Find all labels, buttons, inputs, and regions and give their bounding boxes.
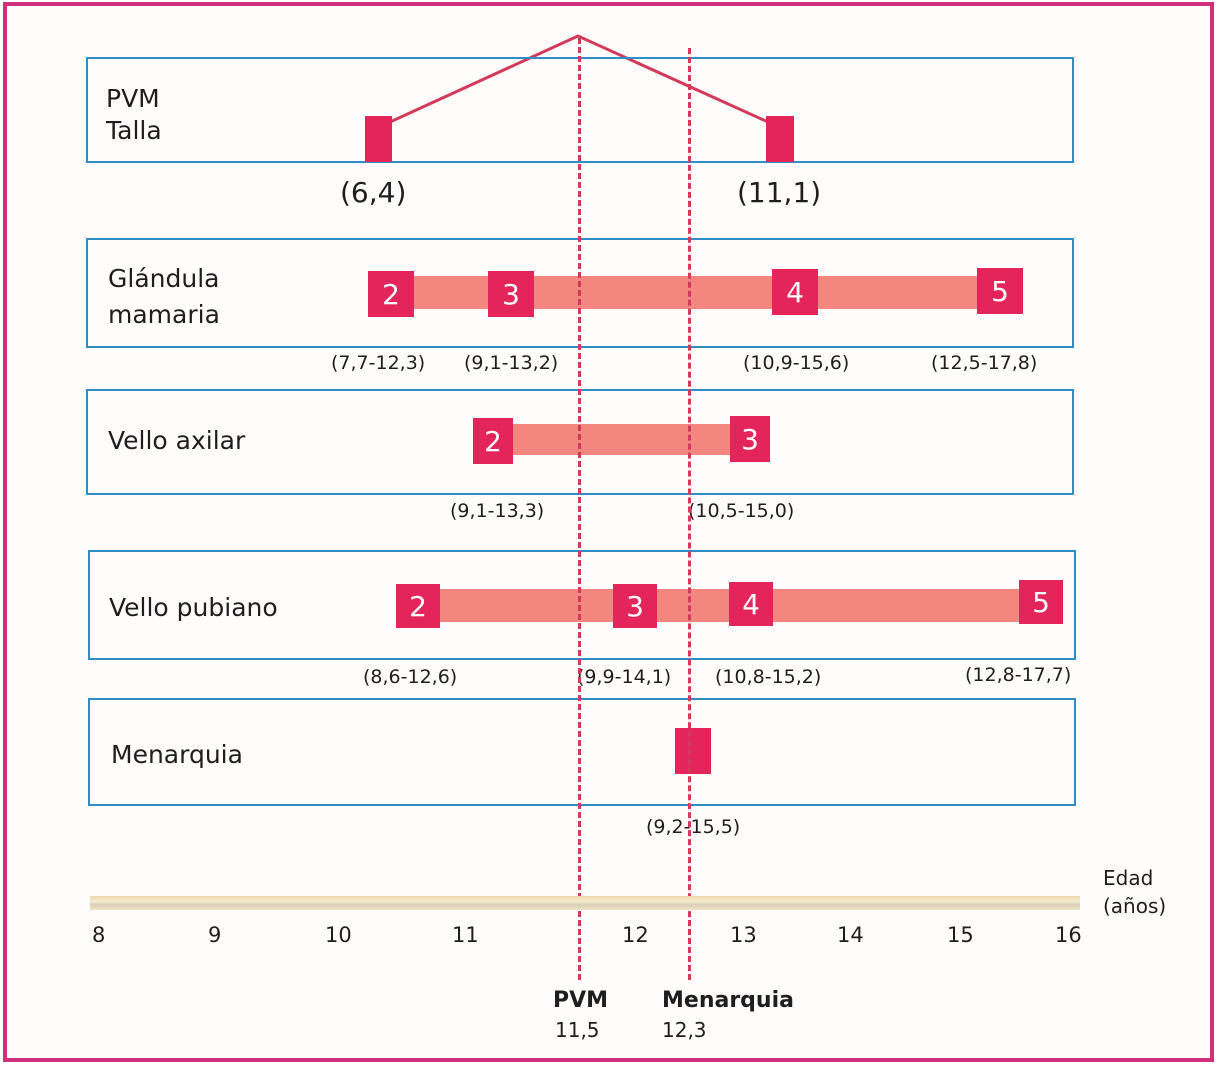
tick-9: 9 <box>208 923 222 947</box>
pubiano-range-5: (12,8-17,7) <box>965 664 1072 686</box>
tick-10: 10 <box>325 923 352 947</box>
label-vello-pubiano: Vello pubiano <box>109 593 278 622</box>
axilar-range-2: (9,1-13,3) <box>450 500 545 522</box>
label-talla: Talla <box>106 116 162 145</box>
mamaria-stage-2: 2 <box>368 271 414 317</box>
axis-title-edad: Edad <box>1103 866 1154 890</box>
pubiano-range-4: (10,8-15,2) <box>715 666 822 688</box>
mamaria-range-5: (12,5-17,8) <box>931 352 1038 374</box>
mamaria-range-3: (9,1-13,2) <box>464 352 559 374</box>
tick-12: 12 <box>622 923 649 947</box>
menarquia-marker-label: Menarquia <box>662 988 794 1013</box>
pvm-end-marker <box>766 116 794 162</box>
pvm-start-marker <box>365 116 392 162</box>
tick-14: 14 <box>837 923 864 947</box>
age-axis <box>90 896 1080 910</box>
axilar-stage-2: 2 <box>473 418 513 464</box>
menarquia-marker <box>675 728 711 774</box>
tick-16: 16 <box>1055 923 1082 947</box>
tick-15: 15 <box>947 923 974 947</box>
label-menarquia: Menarquia <box>111 740 243 769</box>
pvm-range-right: (11,1) <box>737 176 822 209</box>
pvm-range-left: (6,4) <box>340 176 407 209</box>
axilar-range-3: (10,5-15,0) <box>688 500 795 522</box>
pubiano-stage-5: 5 <box>1019 580 1063 624</box>
mamaria-stage-5: 5 <box>977 268 1023 314</box>
pubiano-stage-2: 2 <box>396 584 440 628</box>
mamaria-stage-4: 4 <box>772 269 818 315</box>
label-mamaria: mamaria <box>108 300 220 329</box>
label-glandula: Glándula <box>108 264 220 293</box>
panel-menarquia <box>88 698 1076 806</box>
menarquia-range: (9,2-15,5) <box>646 816 741 838</box>
pvm-marker-line <box>578 38 581 980</box>
tick-11: 11 <box>452 923 479 947</box>
mamaria-range-4: (10,9-15,6) <box>743 352 850 374</box>
mamaria-stage-3: 3 <box>488 271 534 317</box>
pubiano-range-3: (9,9-14,1) <box>577 666 672 688</box>
pubiano-stage-3: 3 <box>613 584 657 628</box>
pvm-marker-label: PVM <box>553 988 609 1013</box>
tick-8: 8 <box>92 923 106 947</box>
menarquia-marker-value: 12,3 <box>662 1018 707 1042</box>
axis-title-anos: (años) <box>1103 894 1167 918</box>
mamaria-range-2: (7,7-12,3) <box>331 352 426 374</box>
panel-vello-pubiano <box>88 550 1076 660</box>
pvm-marker-value: 11,5 <box>555 1018 600 1042</box>
axilar-band <box>510 424 736 455</box>
label-pvm: PVM <box>106 84 160 113</box>
axilar-stage-3: 3 <box>730 416 770 462</box>
menarquia-marker-line <box>688 48 691 980</box>
label-vello-axilar: Vello axilar <box>108 426 246 455</box>
pubiano-stage-4: 4 <box>729 582 773 626</box>
pubiano-range-2: (8,6-12,6) <box>363 666 458 688</box>
figure-frame <box>3 2 1214 1062</box>
tick-13: 13 <box>730 923 757 947</box>
